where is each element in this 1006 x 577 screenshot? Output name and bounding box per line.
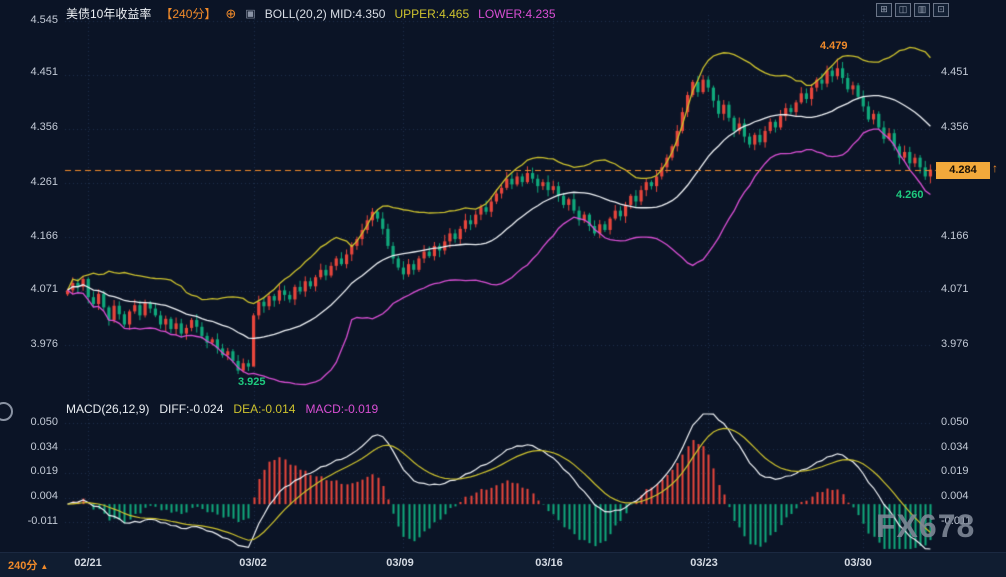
chart-type-icon[interactable]: ◫	[895, 3, 911, 17]
macd-axis-label: 0.019	[941, 465, 969, 477]
macd-name-label: MACD(26,12,9)	[66, 402, 150, 416]
boll-lower-label: LOWER:4.235	[478, 6, 556, 21]
interval-label: 240分	[8, 560, 38, 572]
macd-axis-label: 0.034	[30, 441, 58, 453]
macd-macd-label: MACD:-0.019	[305, 402, 379, 416]
price-direction-arrow-icon: ↑	[992, 161, 998, 175]
x-axis-date-label: 02/21	[74, 557, 102, 569]
period-low-annotation: 3.925	[238, 376, 266, 388]
fullscreen-icon[interactable]: ⊡	[933, 3, 949, 17]
recent-low-annotation: 4.260	[896, 189, 924, 201]
macd-axis-label: 0.050	[30, 416, 58, 428]
macd-legend: MACD(26,12,9) DIFF:-0.024 DEA:-0.014 MAC…	[66, 402, 378, 416]
interval-selector[interactable]: 240分 ▲	[8, 557, 48, 573]
price-axis-label: 4.356	[941, 121, 969, 133]
interval-up-triangle-icon: ▲	[40, 562, 49, 571]
macd-axis-label: -0.011	[941, 515, 972, 527]
macd-diff-label: DIFF:-0.024	[159, 402, 224, 416]
price-axis-label: 3.976	[30, 338, 58, 350]
instrument-title: 美债10年收益率	[66, 7, 152, 21]
macd-axis-label: 0.034	[941, 441, 969, 453]
price-axis-label: 3.976	[941, 338, 969, 350]
interval-tag[interactable]: 【240分】	[160, 7, 217, 21]
grid-layout-icon[interactable]: ⊞	[876, 3, 892, 17]
boll-upper-label: UPPER:4.465	[394, 6, 470, 21]
price-axis-label: 4.261	[30, 176, 58, 188]
indicator-panel-icon[interactable]: ▥	[914, 3, 930, 17]
macd-axis-label: 0.050	[941, 416, 969, 428]
x-axis-date-label: 03/23	[690, 557, 718, 569]
price-axis-label: 4.071	[941, 283, 969, 295]
fx678-watermark: FX678	[876, 508, 976, 544]
plus-circle-icon[interactable]: ⊕	[225, 5, 237, 21]
price-axis-label: 4.451	[30, 66, 58, 78]
current-price-tag: 4.284	[936, 162, 990, 179]
bottom-bar	[0, 552, 1006, 577]
x-axis-date-label: 03/02	[239, 557, 267, 569]
x-axis-date-label: 03/16	[535, 557, 563, 569]
side-tool-icon[interactable]	[0, 402, 13, 421]
macd-axis-label: 0.004	[941, 490, 969, 502]
price-axis-label: 4.545	[30, 14, 58, 26]
price-axis-label: 4.166	[30, 230, 58, 242]
macd-axis-label: 0.019	[30, 465, 58, 477]
boll-mid-label: BOLL(20,2) MID:4.350	[264, 6, 386, 21]
macd-axis-label: 0.004	[30, 490, 58, 502]
indicator-settings-icon[interactable]: ▣	[245, 8, 256, 20]
macd-axis-label: -0.011	[27, 515, 58, 527]
price-axis-label: 4.451	[941, 66, 969, 78]
x-axis-date-label: 03/30	[844, 557, 872, 569]
period-high-annotation: 4.479	[820, 40, 848, 52]
price-axis-label: 4.166	[941, 230, 969, 242]
price-axis-label: 4.356	[30, 121, 58, 133]
price-axis-label: 4.071	[30, 283, 58, 295]
window-toolbar: ⊞ ◫ ▥ ⊡	[876, 3, 949, 17]
chart-legend: 美债10年收益率 【240分】 ⊕ ▣ BOLL(20,2) MID:4.350…	[66, 5, 556, 22]
macd-dea-label: DEA:-0.014	[233, 402, 296, 416]
x-axis-date-label: 03/09	[386, 557, 414, 569]
